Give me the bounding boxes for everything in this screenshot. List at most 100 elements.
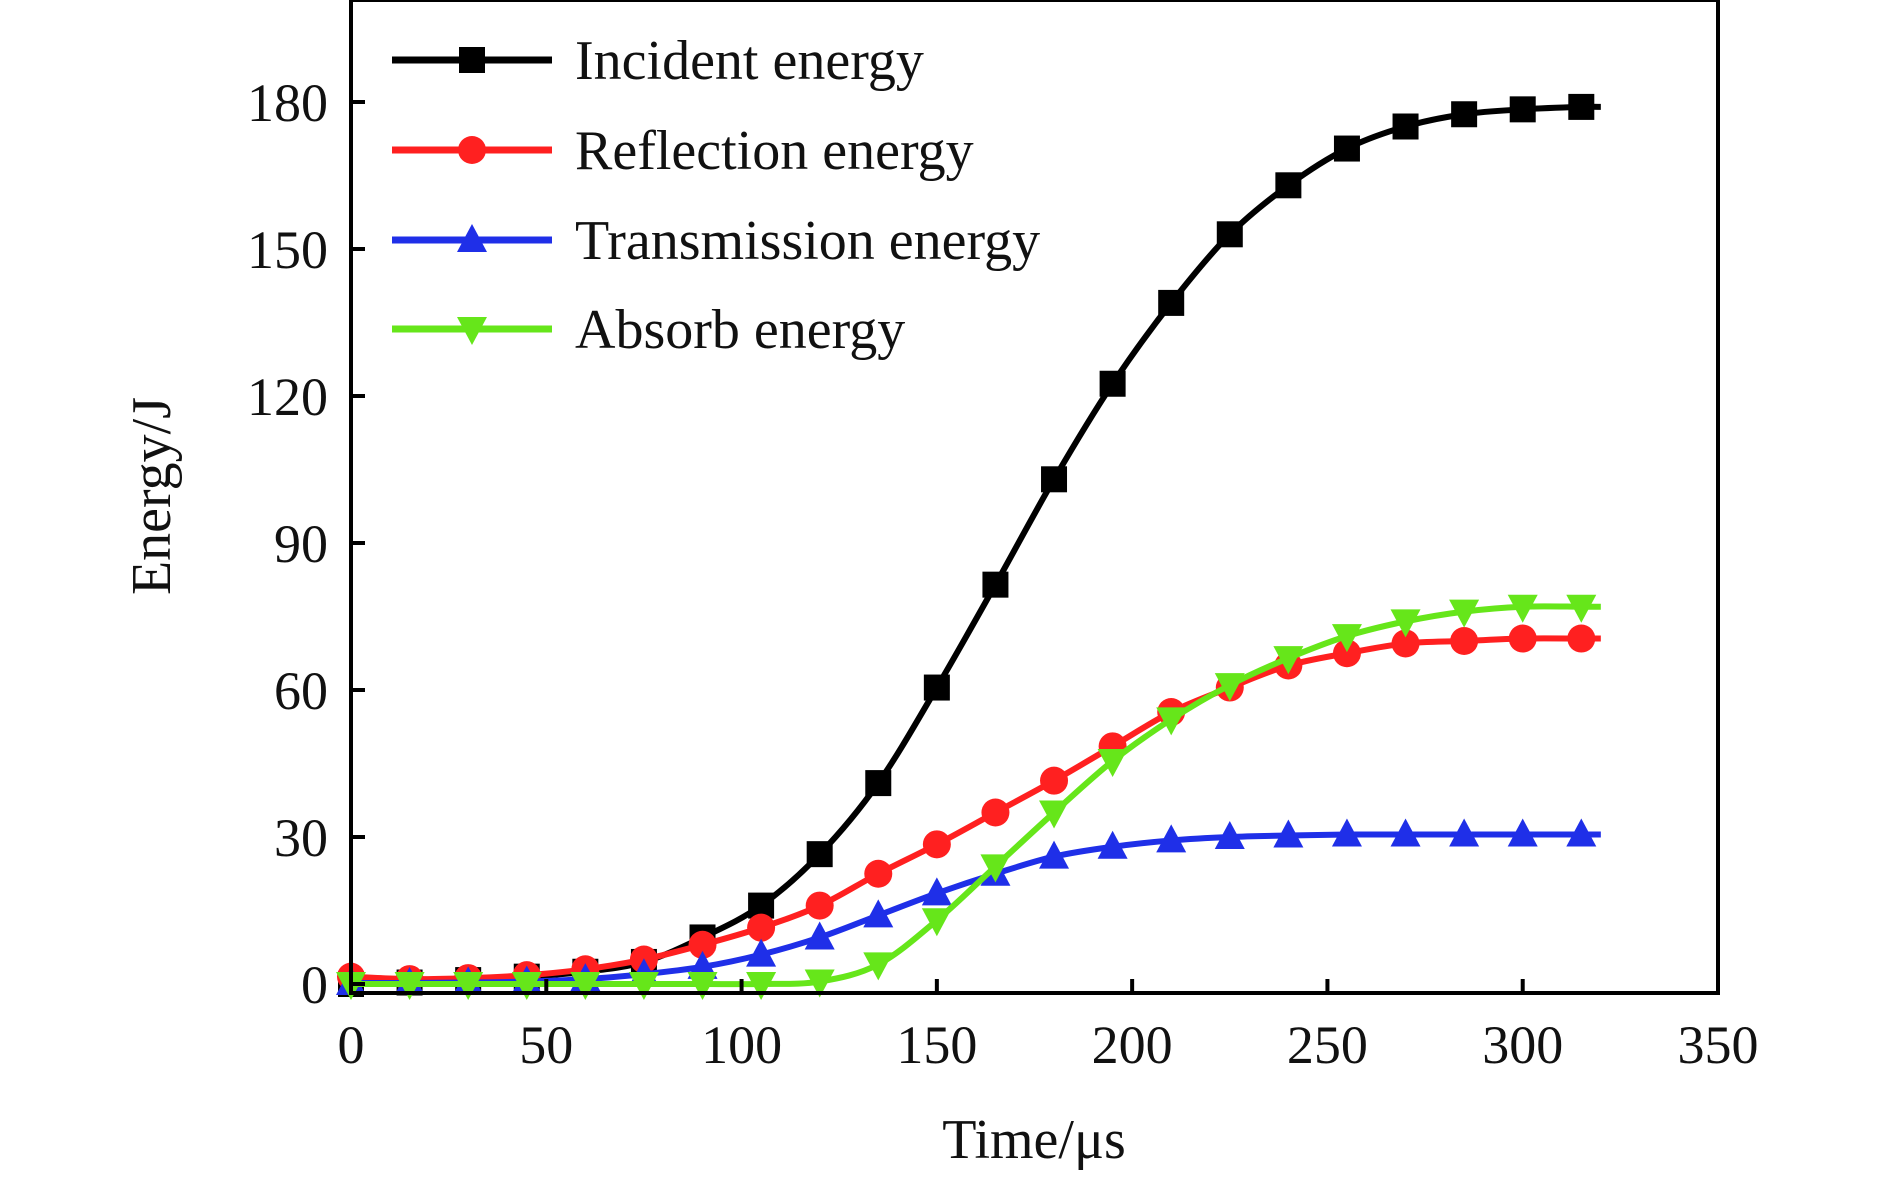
data-point-transmission [1273, 819, 1304, 848]
series-line-reflection [350, 635, 1601, 983]
data-point-absorb [453, 972, 484, 1000]
data-point-incident [923, 674, 950, 701]
data-point-absorb [1214, 673, 1245, 702]
data-point-transmission [746, 938, 777, 967]
data-point-reflection [922, 830, 951, 859]
legend-marker-reflection [458, 136, 486, 164]
y-tick-label: 180 [247, 73, 328, 133]
x-tick-label: 250 [1287, 1015, 1368, 1075]
x-tick-label: 300 [1482, 1015, 1563, 1075]
data-point-incident [1158, 289, 1185, 316]
data-point-absorb [746, 972, 777, 1000]
data-point-incident [1275, 172, 1302, 199]
data-point-transmission [804, 921, 835, 950]
legend-marker-transmission [457, 224, 487, 252]
data-point-transmission [1214, 821, 1245, 849]
data-point-transmission [1566, 818, 1597, 847]
data-point-absorb [863, 952, 894, 981]
data-point-incident [1216, 221, 1243, 248]
data-point-transmission [1507, 818, 1538, 847]
x-tick-label: 50 [519, 1015, 573, 1075]
data-point-incident [865, 770, 892, 797]
legend-label-transmission: Transmission energy [575, 210, 1040, 272]
series-line-transmission [350, 831, 1601, 987]
data-point-reflection [805, 891, 834, 920]
legend-item-absorb: Absorb energy [392, 299, 905, 361]
data-point-absorb [1156, 707, 1187, 736]
data-point-reflection [747, 913, 776, 942]
data-point-absorb [1331, 624, 1362, 653]
data-point-reflection [1391, 629, 1420, 658]
data-point-absorb [1566, 594, 1597, 623]
series-reflection [337, 624, 1601, 994]
x-tick-label: 200 [1092, 1015, 1173, 1075]
legend-item-transmission: Transmission energy [392, 210, 1040, 272]
data-point-absorb [1039, 800, 1070, 829]
legend-marker-incident [459, 47, 485, 73]
data-point-reflection [1332, 639, 1361, 668]
data-point-incident [1568, 93, 1595, 120]
data-point-transmission [1097, 830, 1128, 859]
series-layer [336, 93, 1601, 1000]
data-point-transmission [1449, 818, 1480, 847]
data-point-transmission [921, 877, 952, 906]
plot-frame [349, 0, 1720, 995]
data-point-absorb [921, 908, 952, 937]
data-point-absorb [980, 854, 1011, 883]
data-point-incident [806, 841, 833, 868]
x-tick-label: 350 [1678, 1015, 1759, 1075]
data-point-incident [982, 571, 1009, 598]
data-point-absorb [804, 969, 835, 998]
legend-item-reflection: Reflection energy [392, 120, 974, 182]
y-axis-title: Energy/J [121, 397, 183, 595]
legend-marker-absorb [457, 317, 487, 345]
data-point-incident [1099, 370, 1126, 397]
series-absorb [336, 594, 1601, 1000]
data-point-absorb [1273, 646, 1304, 675]
series-transmission [336, 818, 1601, 996]
legend-label-reflection: Reflection energy [575, 120, 974, 182]
x-tick-label: 0 [338, 1015, 365, 1075]
data-point-reflection [1508, 624, 1537, 653]
data-point-absorb [1507, 594, 1538, 623]
data-point-transmission [863, 899, 894, 928]
data-point-reflection [1567, 624, 1596, 653]
y-tick-label: 90 [274, 514, 328, 574]
data-point-reflection [688, 930, 717, 959]
legend-item-incident: Incident energy [392, 30, 924, 92]
data-point-reflection [981, 798, 1010, 827]
data-point-transmission [1039, 840, 1070, 869]
data-point-absorb [394, 972, 425, 1000]
data-point-absorb [570, 972, 601, 1000]
data-point-reflection [864, 859, 893, 888]
data-point-incident [1451, 101, 1478, 128]
legend: Incident energy Reflection energy Transmis… [392, 30, 1040, 361]
y-tick-label: 150 [247, 220, 328, 280]
data-point-absorb [687, 972, 718, 1000]
data-point-reflection [1040, 766, 1069, 795]
x-tick-label: 100 [701, 1015, 782, 1075]
legend-label-absorb: Absorb energy [575, 299, 905, 361]
data-point-transmission [1331, 818, 1362, 847]
ticks-layer: 0 50 100 150 200 250 300 350 0 30 60 90 120 150 180 [247, 73, 1759, 1075]
data-point-absorb [1097, 749, 1128, 778]
data-point-incident [1392, 113, 1419, 140]
data-point-absorb [628, 972, 659, 1000]
y-tick-label: 60 [274, 661, 328, 721]
data-point-absorb [1390, 609, 1421, 638]
data-point-absorb [511, 972, 542, 1000]
data-point-transmission [1390, 818, 1421, 847]
data-point-incident [1333, 135, 1360, 162]
series-line-absorb [350, 603, 1601, 988]
x-tick-label: 150 [896, 1015, 977, 1075]
data-point-incident [1041, 466, 1068, 493]
y-tick-label: 120 [247, 367, 328, 427]
y-tick-label: 30 [274, 808, 328, 868]
data-point-reflection [1450, 627, 1479, 655]
data-point-incident [1509, 96, 1536, 123]
y-tick-label: 0 [301, 955, 328, 1015]
data-point-transmission [687, 950, 718, 979]
x-axis-title: Time/μs [942, 1109, 1126, 1171]
legend-label-incident: Incident energy [575, 30, 924, 92]
